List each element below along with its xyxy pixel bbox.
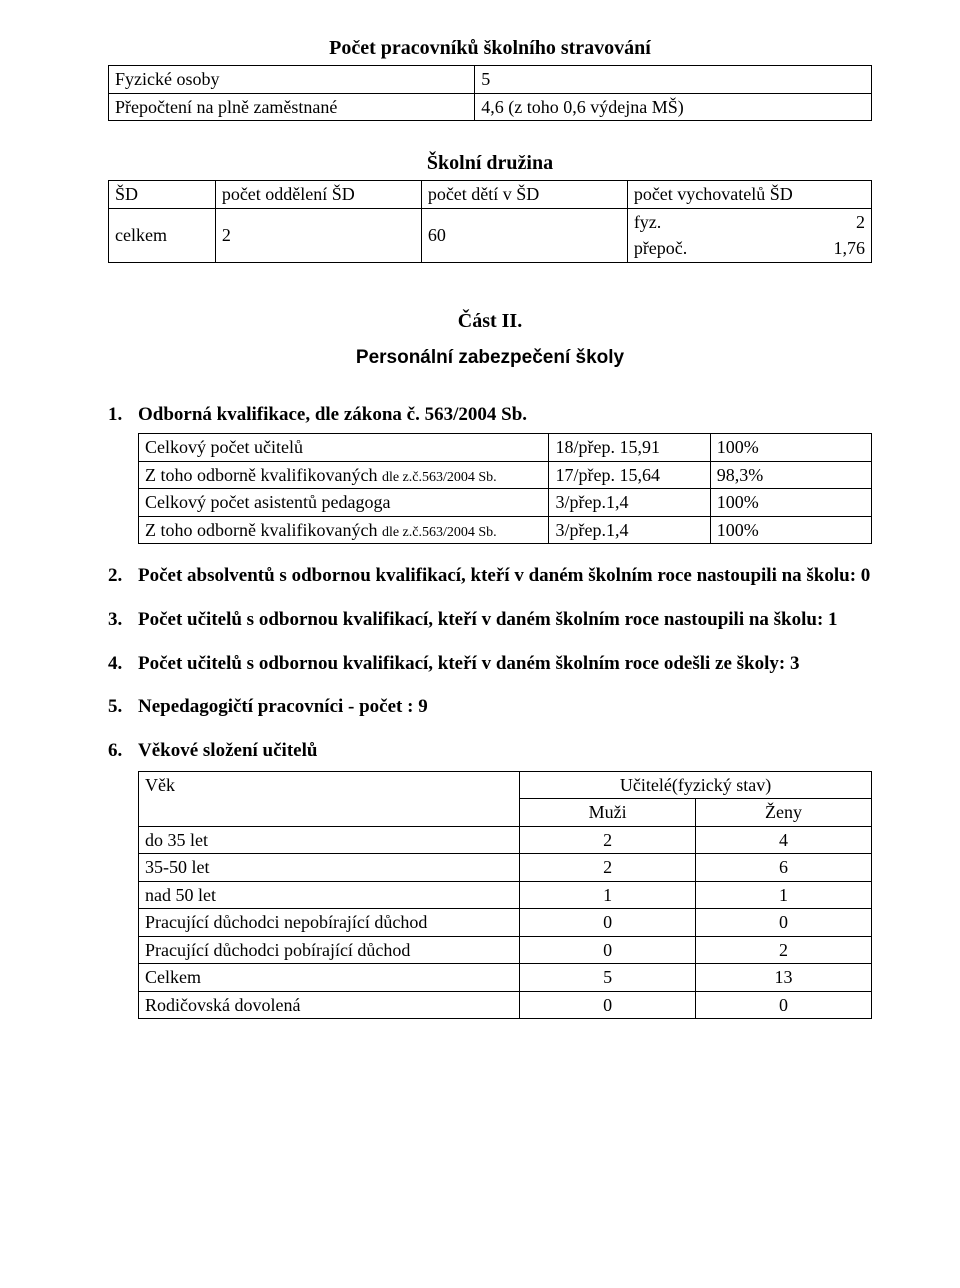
vek-r2-z: 6 (696, 854, 872, 882)
druzina-title: Školní družina (108, 151, 872, 176)
vek-r2-l: 35-50 let (139, 854, 520, 882)
vek-r4-z: 0 (696, 909, 872, 937)
kvalif-r3-c3: 100% (710, 489, 871, 517)
kvalif-r2-c2: 17/přep. 15,64 (549, 461, 710, 489)
table-row: do 35 let 2 4 (139, 826, 872, 854)
vek-table: Věk Učitelé(fyzický stav) Muži Ženy do 3… (138, 771, 872, 1020)
kvalif-r3-c2: 3/přep.1,4 (549, 489, 710, 517)
kvalif-r2-c1a: Z toho odborně kvalifikovaných (145, 465, 382, 485)
stravovani-title: Počet pracovníků školního stravování (108, 36, 872, 61)
vek-r7-z: 0 (696, 991, 872, 1019)
kvalif-r2-c1b: dle z.č.563/2004 Sb. (382, 470, 497, 485)
druzina-h3: počet dětí v ŠD (421, 181, 627, 209)
list-item-3: 3. Počet učitelů s odbornou kvalifikací,… (108, 608, 872, 632)
table-row: Rodičovská dovolená 0 0 (139, 991, 872, 1019)
vek-r4-m: 0 (520, 909, 696, 937)
list-item-4: 4. Počet učitelů s odbornou kvalifikací,… (108, 652, 872, 676)
table-row: ŠD počet oddělení ŠD počet dětí v ŠD poč… (109, 181, 872, 209)
kvalif-r4-c3: 100% (710, 516, 871, 544)
list-item-6: 6. Věkové složení učitelů Věk Učitelé(fy… (108, 739, 872, 1019)
item4-text: Počet učitelů s odbornou kvalifikací, kt… (138, 652, 872, 676)
table-row: Fyzické osoby 5 (109, 66, 872, 94)
vek-r1-m: 2 (520, 826, 696, 854)
table-row: Přepočtení na plně zaměstnané 4,6 (z toh… (109, 93, 872, 121)
druzina-c4-l1r: 2 (856, 211, 865, 234)
item4-num: 4. (108, 652, 138, 676)
table-row: Pracující důchodci nepobírající důchod 0… (139, 909, 872, 937)
cast2-heading: Část II. (108, 309, 872, 334)
kvalif-r3-c1: Celkový počet asistentů pedagoga (139, 489, 549, 517)
item3-num: 3. (108, 608, 138, 632)
vek-h-ucitele: Učitelé(fyzický stav) (520, 771, 872, 799)
table-row: 35-50 let 2 6 (139, 854, 872, 882)
druzina-table: ŠD počet oddělení ŠD počet dětí v ŠD poč… (108, 180, 872, 263)
kvalif-r1-c2: 18/přep. 15,91 (549, 434, 710, 462)
vek-r5-l: Pracující důchodci pobírající důchod (139, 936, 520, 964)
vek-r3-l: nad 50 let (139, 881, 520, 909)
list-item-5: 5. Nepedagogičtí pracovníci - počet : 9 (108, 695, 872, 719)
item6-title: Věkové složení učitelů (138, 739, 872, 763)
vek-h-muzi: Muži (520, 799, 696, 827)
druzina-c4-l2l: přepoč. (634, 237, 687, 260)
kvalif-r4-c1b: dle z.č.563/2004 Sb. (382, 525, 497, 540)
druzina-c2: 2 (215, 208, 421, 262)
vek-r1-l: do 35 let (139, 826, 520, 854)
item5-text: Nepedagogičtí pracovníci - počet : 9 (138, 695, 872, 719)
item1-num: 1. (108, 403, 138, 544)
druzina-h1: ŠD (109, 181, 216, 209)
vek-r4-l: Pracující důchodci nepobírající důchod (139, 909, 520, 937)
table-row: Celkem 5 13 (139, 964, 872, 992)
cast2-sub: Personální zabezpečení školy (108, 346, 872, 370)
druzina-h2: počet oddělení ŠD (215, 181, 421, 209)
stravovani-row1-value: 5 (475, 66, 872, 94)
stravovani-row1-label: Fyzické osoby (109, 66, 475, 94)
vek-r3-z: 1 (696, 881, 872, 909)
item1-title: Odborná kvalifikace, dle zákona č. 563/2… (138, 403, 872, 427)
kvalif-r4-c1: Z toho odborně kvalifikovaných dle z.č.5… (139, 516, 549, 544)
vek-r6-l: Celkem (139, 964, 520, 992)
list-item-1: 1. Odborná kvalifikace, dle zákona č. 56… (108, 403, 872, 544)
druzina-c4: fyz. 2 přepoč. 1,76 (627, 208, 871, 262)
stravovani-row2-label: Přepočtení na plně zaměstnané (109, 93, 475, 121)
vek-r3-m: 1 (520, 881, 696, 909)
kvalif-r4-c2: 3/přep.1,4 (549, 516, 710, 544)
druzina-h4: počet vychovatelů ŠD (627, 181, 871, 209)
table-row: Celkový počet asistentů pedagoga 3/přep.… (139, 489, 872, 517)
item6-num: 6. (108, 739, 138, 1019)
table-row: Pracující důchodci pobírající důchod 0 2 (139, 936, 872, 964)
item2-text: Počet absolventů s odbornou kvalifikací,… (138, 564, 872, 588)
kvalif-r4-c1a: Z toho odborně kvalifikovaných (145, 520, 382, 540)
druzina-c3: 60 (421, 208, 627, 262)
kvalif-r1-c3: 100% (710, 434, 871, 462)
table-row: nad 50 let 1 1 (139, 881, 872, 909)
table-row: celkem 2 60 fyz. 2 přepoč. 1,76 (109, 208, 872, 262)
table-row: Věk Učitelé(fyzický stav) (139, 771, 872, 799)
vek-h-zeny: Ženy (696, 799, 872, 827)
vek-r6-m: 5 (520, 964, 696, 992)
vek-r7-m: 0 (520, 991, 696, 1019)
stravovani-row2-value: 4,6 (z toho 0,6 výdejna MŠ) (475, 93, 872, 121)
druzina-c1: celkem (109, 208, 216, 262)
kvalif-table: Celkový počet učitelů 18/přep. 15,91 100… (138, 433, 872, 544)
list-item-2: 2. Počet absolventů s odbornou kvalifika… (108, 564, 872, 588)
kvalif-r1-c1: Celkový počet učitelů (139, 434, 549, 462)
stravovani-table: Fyzické osoby 5 Přepočtení na plně zaměs… (108, 65, 872, 121)
item5-num: 5. (108, 695, 138, 719)
table-row: Z toho odborně kvalifikovaných dle z.č.5… (139, 461, 872, 489)
vek-h-vek: Věk (139, 771, 520, 826)
kvalif-r2-c3: 98,3% (710, 461, 871, 489)
vek-r6-z: 13 (696, 964, 872, 992)
table-row: Z toho odborně kvalifikovaných dle z.č.5… (139, 516, 872, 544)
druzina-c4-l2r: 1,76 (834, 237, 866, 260)
vek-r5-m: 0 (520, 936, 696, 964)
vek-r2-m: 2 (520, 854, 696, 882)
vek-r1-z: 4 (696, 826, 872, 854)
vek-r5-z: 2 (696, 936, 872, 964)
item2-num: 2. (108, 564, 138, 588)
item3-text: Počet učitelů s odbornou kvalifikací, kt… (138, 608, 872, 632)
kvalif-r2-c1: Z toho odborně kvalifikovaných dle z.č.5… (139, 461, 549, 489)
table-row: Celkový počet učitelů 18/přep. 15,91 100… (139, 434, 872, 462)
vek-r7-l: Rodičovská dovolená (139, 991, 520, 1019)
druzina-c4-l1l: fyz. (634, 211, 661, 234)
